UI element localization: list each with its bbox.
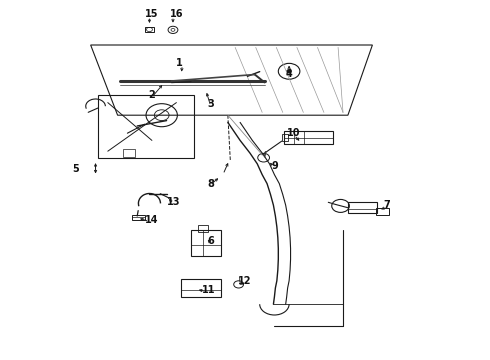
- Bar: [122, 149, 135, 157]
- Text: 8: 8: [207, 179, 214, 189]
- Bar: [181, 279, 221, 297]
- Bar: [198, 225, 208, 232]
- Text: 13: 13: [167, 197, 181, 207]
- Bar: [98, 95, 194, 158]
- Bar: [132, 215, 145, 220]
- Bar: [191, 230, 220, 256]
- Text: 4: 4: [286, 69, 293, 79]
- Text: 1: 1: [175, 58, 182, 68]
- Text: 16: 16: [170, 9, 183, 19]
- Text: 15: 15: [145, 9, 159, 19]
- Bar: [145, 27, 154, 32]
- Text: 3: 3: [207, 99, 214, 109]
- Text: 7: 7: [384, 200, 391, 210]
- Text: 5: 5: [73, 164, 79, 174]
- Bar: [284, 131, 333, 144]
- Text: 9: 9: [271, 161, 278, 171]
- Text: 11: 11: [201, 285, 215, 295]
- Text: 10: 10: [287, 128, 301, 138]
- Circle shape: [287, 69, 292, 73]
- Text: 12: 12: [238, 276, 252, 286]
- Bar: [348, 202, 377, 213]
- Text: 6: 6: [207, 236, 214, 246]
- Text: 14: 14: [145, 215, 159, 225]
- Text: 2: 2: [148, 90, 155, 100]
- Bar: [282, 134, 288, 141]
- Bar: [376, 208, 389, 215]
